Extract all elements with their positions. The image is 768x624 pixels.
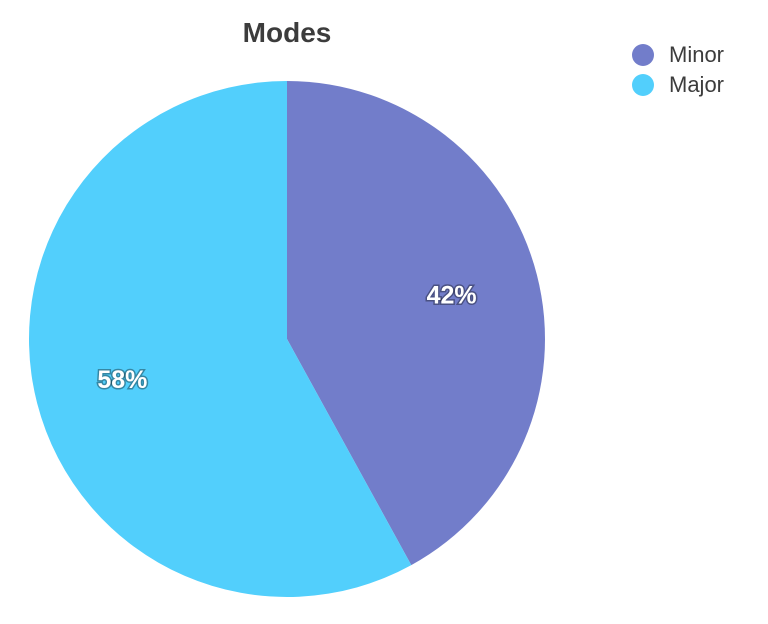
legend-label-major: Major <box>669 72 725 97</box>
legend-item-major[interactable]: Major <box>632 70 724 100</box>
legend-swatch-minor <box>632 44 654 66</box>
chart-title: Modes <box>242 17 332 48</box>
legend-label-minor: Minor <box>669 42 725 67</box>
legend-item-minor[interactable]: Minor <box>632 40 724 70</box>
pie-slice-minor[interactable] <box>287 81 545 566</box>
slice-label-minor: 42% <box>427 281 477 309</box>
slice-label-major: 58% <box>97 366 147 394</box>
legend: Minor Major <box>632 40 724 100</box>
legend-swatch-major <box>632 74 654 96</box>
pie-slice-major[interactable] <box>28 81 412 597</box>
